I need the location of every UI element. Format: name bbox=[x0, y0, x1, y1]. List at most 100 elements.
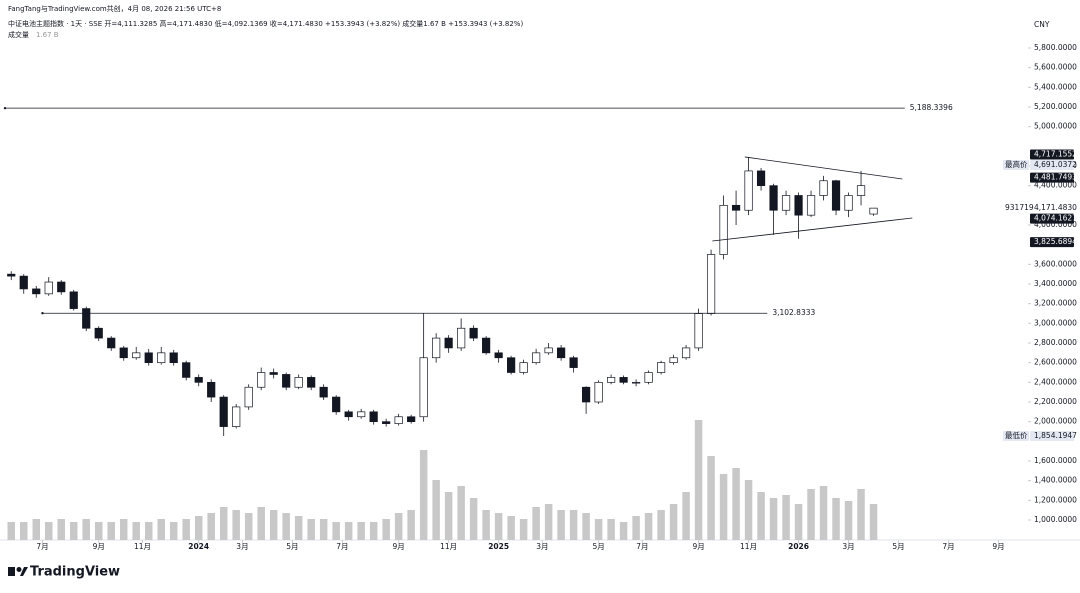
y-tick-label: 5,400.0000 bbox=[1034, 82, 1077, 91]
y-tick-label: 1,200.0000 bbox=[1034, 495, 1077, 504]
x-tick-label: 11月 bbox=[440, 542, 457, 551]
volume-bar bbox=[769, 498, 778, 540]
volume-bar bbox=[407, 510, 415, 540]
volume-bar bbox=[619, 522, 628, 540]
volume-bar bbox=[569, 510, 578, 540]
price-label: 4,171.4830 bbox=[1034, 203, 1077, 212]
candle-body bbox=[344, 411, 353, 418]
x-tick-label: 7月 bbox=[636, 542, 648, 551]
volume-value: 1.67 B bbox=[36, 31, 59, 39]
candle-body bbox=[232, 406, 241, 427]
candle-body bbox=[182, 362, 191, 378]
price-label-box bbox=[1030, 213, 1074, 224]
y-tick-label: 5,000.0000 bbox=[1034, 122, 1077, 131]
candle-body bbox=[756, 170, 766, 187]
candle-body bbox=[794, 195, 803, 216]
price-label-box bbox=[1030, 172, 1074, 183]
candle-body bbox=[594, 381, 603, 403]
candle-body bbox=[7, 273, 16, 277]
volume-bar bbox=[657, 510, 665, 540]
y-tick-label: 5,800.0000 bbox=[1034, 43, 1077, 52]
volume-bar bbox=[457, 486, 465, 540]
candle-body bbox=[819, 180, 828, 196]
volume-bar bbox=[244, 513, 253, 540]
volume-bar bbox=[132, 522, 140, 540]
volume-bar bbox=[182, 519, 190, 540]
volume-bar bbox=[507, 516, 515, 540]
candle-body bbox=[319, 386, 328, 398]
candle-body bbox=[656, 362, 666, 373]
candle-body bbox=[669, 357, 678, 364]
volume-bar bbox=[332, 522, 340, 540]
candle-body bbox=[157, 352, 166, 364]
candle-body bbox=[294, 377, 303, 388]
x-tick-label: 2026 bbox=[788, 542, 809, 551]
volume-bar bbox=[419, 450, 428, 540]
candle-body bbox=[332, 396, 341, 413]
y-tick-label: 4,400.0000 bbox=[1034, 181, 1077, 190]
candle-body bbox=[369, 411, 378, 423]
horizontal-line-label: 3,102.8333 bbox=[772, 308, 815, 317]
candle-body bbox=[869, 207, 878, 215]
volume-bar bbox=[282, 513, 290, 540]
candle-body bbox=[432, 337, 441, 359]
candle-body bbox=[631, 381, 641, 384]
price-label-box bbox=[1030, 431, 1074, 442]
candle-body bbox=[94, 327, 103, 339]
x-tick-label: 2024 bbox=[188, 542, 209, 551]
candle-body bbox=[644, 372, 653, 383]
volume-bar bbox=[157, 519, 165, 540]
candle-body bbox=[357, 411, 366, 418]
candle-body bbox=[107, 337, 116, 349]
volume-bar bbox=[744, 480, 753, 540]
volume-bar bbox=[719, 474, 728, 540]
volume-bar bbox=[732, 468, 740, 540]
candle-body bbox=[532, 352, 541, 364]
volume-bar bbox=[94, 522, 103, 540]
volume-bar bbox=[382, 519, 390, 540]
candle-body bbox=[706, 254, 716, 314]
candle-body bbox=[719, 204, 728, 255]
volume-bar bbox=[257, 507, 265, 540]
volume-bar bbox=[194, 516, 203, 540]
volume-bar bbox=[669, 504, 678, 540]
volume-bar bbox=[119, 519, 128, 540]
volume-bar bbox=[494, 513, 503, 540]
y-tick-label: 3,400.0000 bbox=[1034, 279, 1077, 288]
candle-body bbox=[507, 357, 516, 373]
price-label: 1,854.1947 bbox=[1034, 431, 1077, 440]
volume-bar bbox=[19, 522, 28, 540]
volume-bar bbox=[357, 522, 365, 540]
y-tick-label: 1,000.0000 bbox=[1034, 515, 1077, 524]
volume-bar bbox=[794, 504, 803, 540]
price-label: 4,074.1627 bbox=[1034, 214, 1077, 223]
candle-body bbox=[244, 386, 253, 408]
volume-bar bbox=[294, 516, 303, 540]
volume-bar bbox=[557, 510, 565, 540]
volume-bar bbox=[82, 519, 90, 540]
candle-body bbox=[694, 313, 703, 349]
volume-bar bbox=[7, 522, 15, 540]
logo: TradingView bbox=[30, 565, 120, 580]
x-tick-label: 3月 bbox=[236, 542, 248, 551]
candle-body bbox=[119, 347, 128, 359]
price-label: 4,691.0372 bbox=[1034, 160, 1077, 169]
volume-bar bbox=[544, 504, 553, 540]
candle-body bbox=[444, 337, 453, 349]
candle-body bbox=[482, 337, 491, 354]
candle-body bbox=[394, 416, 403, 424]
candle-body bbox=[57, 281, 66, 293]
candle-body bbox=[44, 281, 53, 295]
volume-bar bbox=[307, 519, 315, 540]
y-tick-label: 1,600.0000 bbox=[1034, 456, 1077, 465]
volume-bar bbox=[707, 456, 715, 540]
candle-body bbox=[457, 327, 466, 349]
x-tick-label: 7月 bbox=[336, 542, 348, 551]
x-tick-label: 3月 bbox=[842, 542, 854, 551]
x-tick-label: 2025 bbox=[488, 542, 509, 551]
volume-bar bbox=[519, 519, 528, 540]
trend-line bbox=[744, 156, 903, 180]
x-tick-label: 7月 bbox=[942, 542, 954, 551]
candle-body bbox=[844, 195, 853, 211]
